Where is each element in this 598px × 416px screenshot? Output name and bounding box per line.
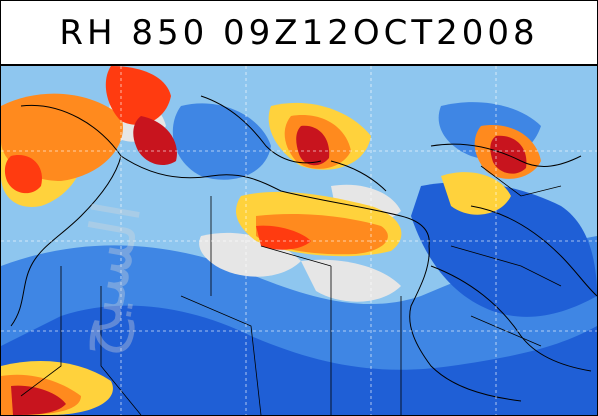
coastlines xyxy=(10,95,597,402)
grid-lines xyxy=(1,66,597,415)
humidity-shading xyxy=(1,66,597,415)
borders xyxy=(20,165,562,415)
rh-map: السيح xyxy=(1,66,597,415)
map-title: RH 850 09Z12OCT2008 xyxy=(59,12,539,53)
title-bar: RH 850 09Z12OCT2008 xyxy=(1,1,597,66)
rh-field: السيح xyxy=(1,66,597,415)
